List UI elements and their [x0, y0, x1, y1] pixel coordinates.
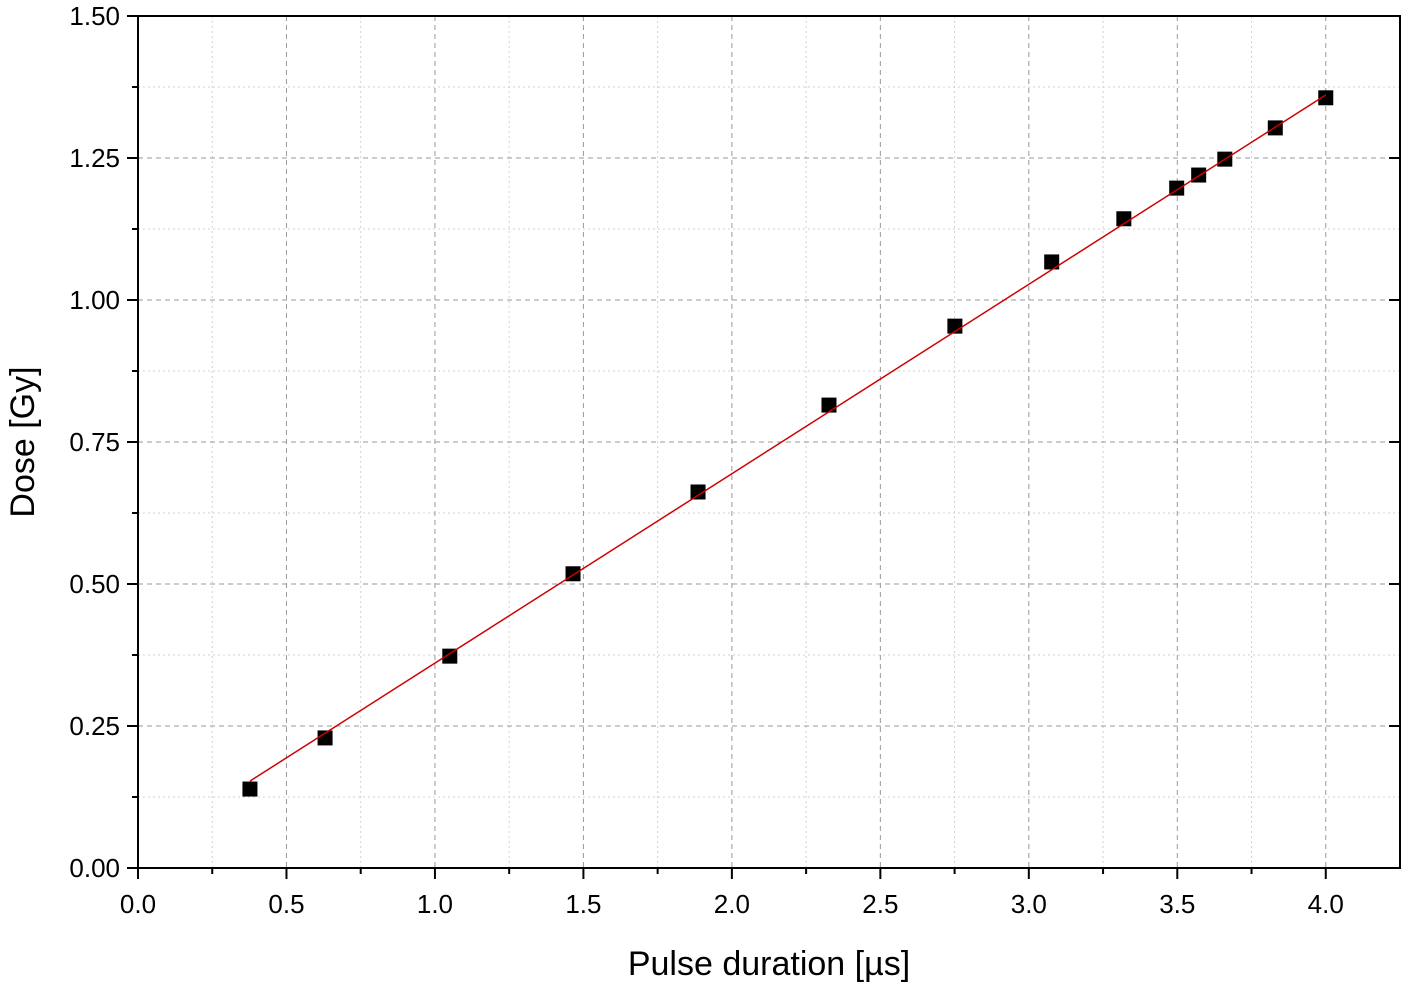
- x-axis-title: Pulse duration [µs]: [628, 945, 910, 983]
- y-tick-label: 1.00: [69, 285, 120, 315]
- plot-frame: [137, 15, 1401, 869]
- x-tick-label: 3.5: [1159, 889, 1195, 919]
- y-tick-label: 1.25: [69, 143, 120, 173]
- data-point: [442, 648, 458, 664]
- x-tick-label: 2.5: [862, 889, 898, 919]
- data-point: [317, 730, 333, 746]
- data-point: [242, 781, 258, 797]
- x-tick-label: 1.0: [417, 889, 453, 919]
- data-point: [1116, 211, 1132, 227]
- x-tick-label: 1.5: [565, 889, 601, 919]
- x-tick-label: 4.0: [1308, 889, 1344, 919]
- data-point: [690, 484, 706, 500]
- y-tick-label: 0.75: [69, 427, 120, 457]
- y-tick-label: 0.25: [69, 711, 120, 741]
- data-point: [1318, 90, 1334, 106]
- x-tick-label: 0.5: [268, 889, 304, 919]
- x-tick-label: 3.0: [1011, 889, 1047, 919]
- y-tick-label: 1.50: [69, 1, 120, 31]
- data-point: [821, 397, 837, 413]
- fit-line: [249, 94, 1327, 782]
- x-tick-label: 2.0: [714, 889, 750, 919]
- x-tick-label: 0.0: [120, 889, 156, 919]
- y-tick-label: 0.50: [69, 569, 120, 599]
- y-axis-title: Dose [Gy]: [4, 366, 42, 517]
- data-point: [1044, 254, 1060, 270]
- y-tick-label: 0.00: [69, 853, 120, 883]
- data-point: [1191, 167, 1207, 183]
